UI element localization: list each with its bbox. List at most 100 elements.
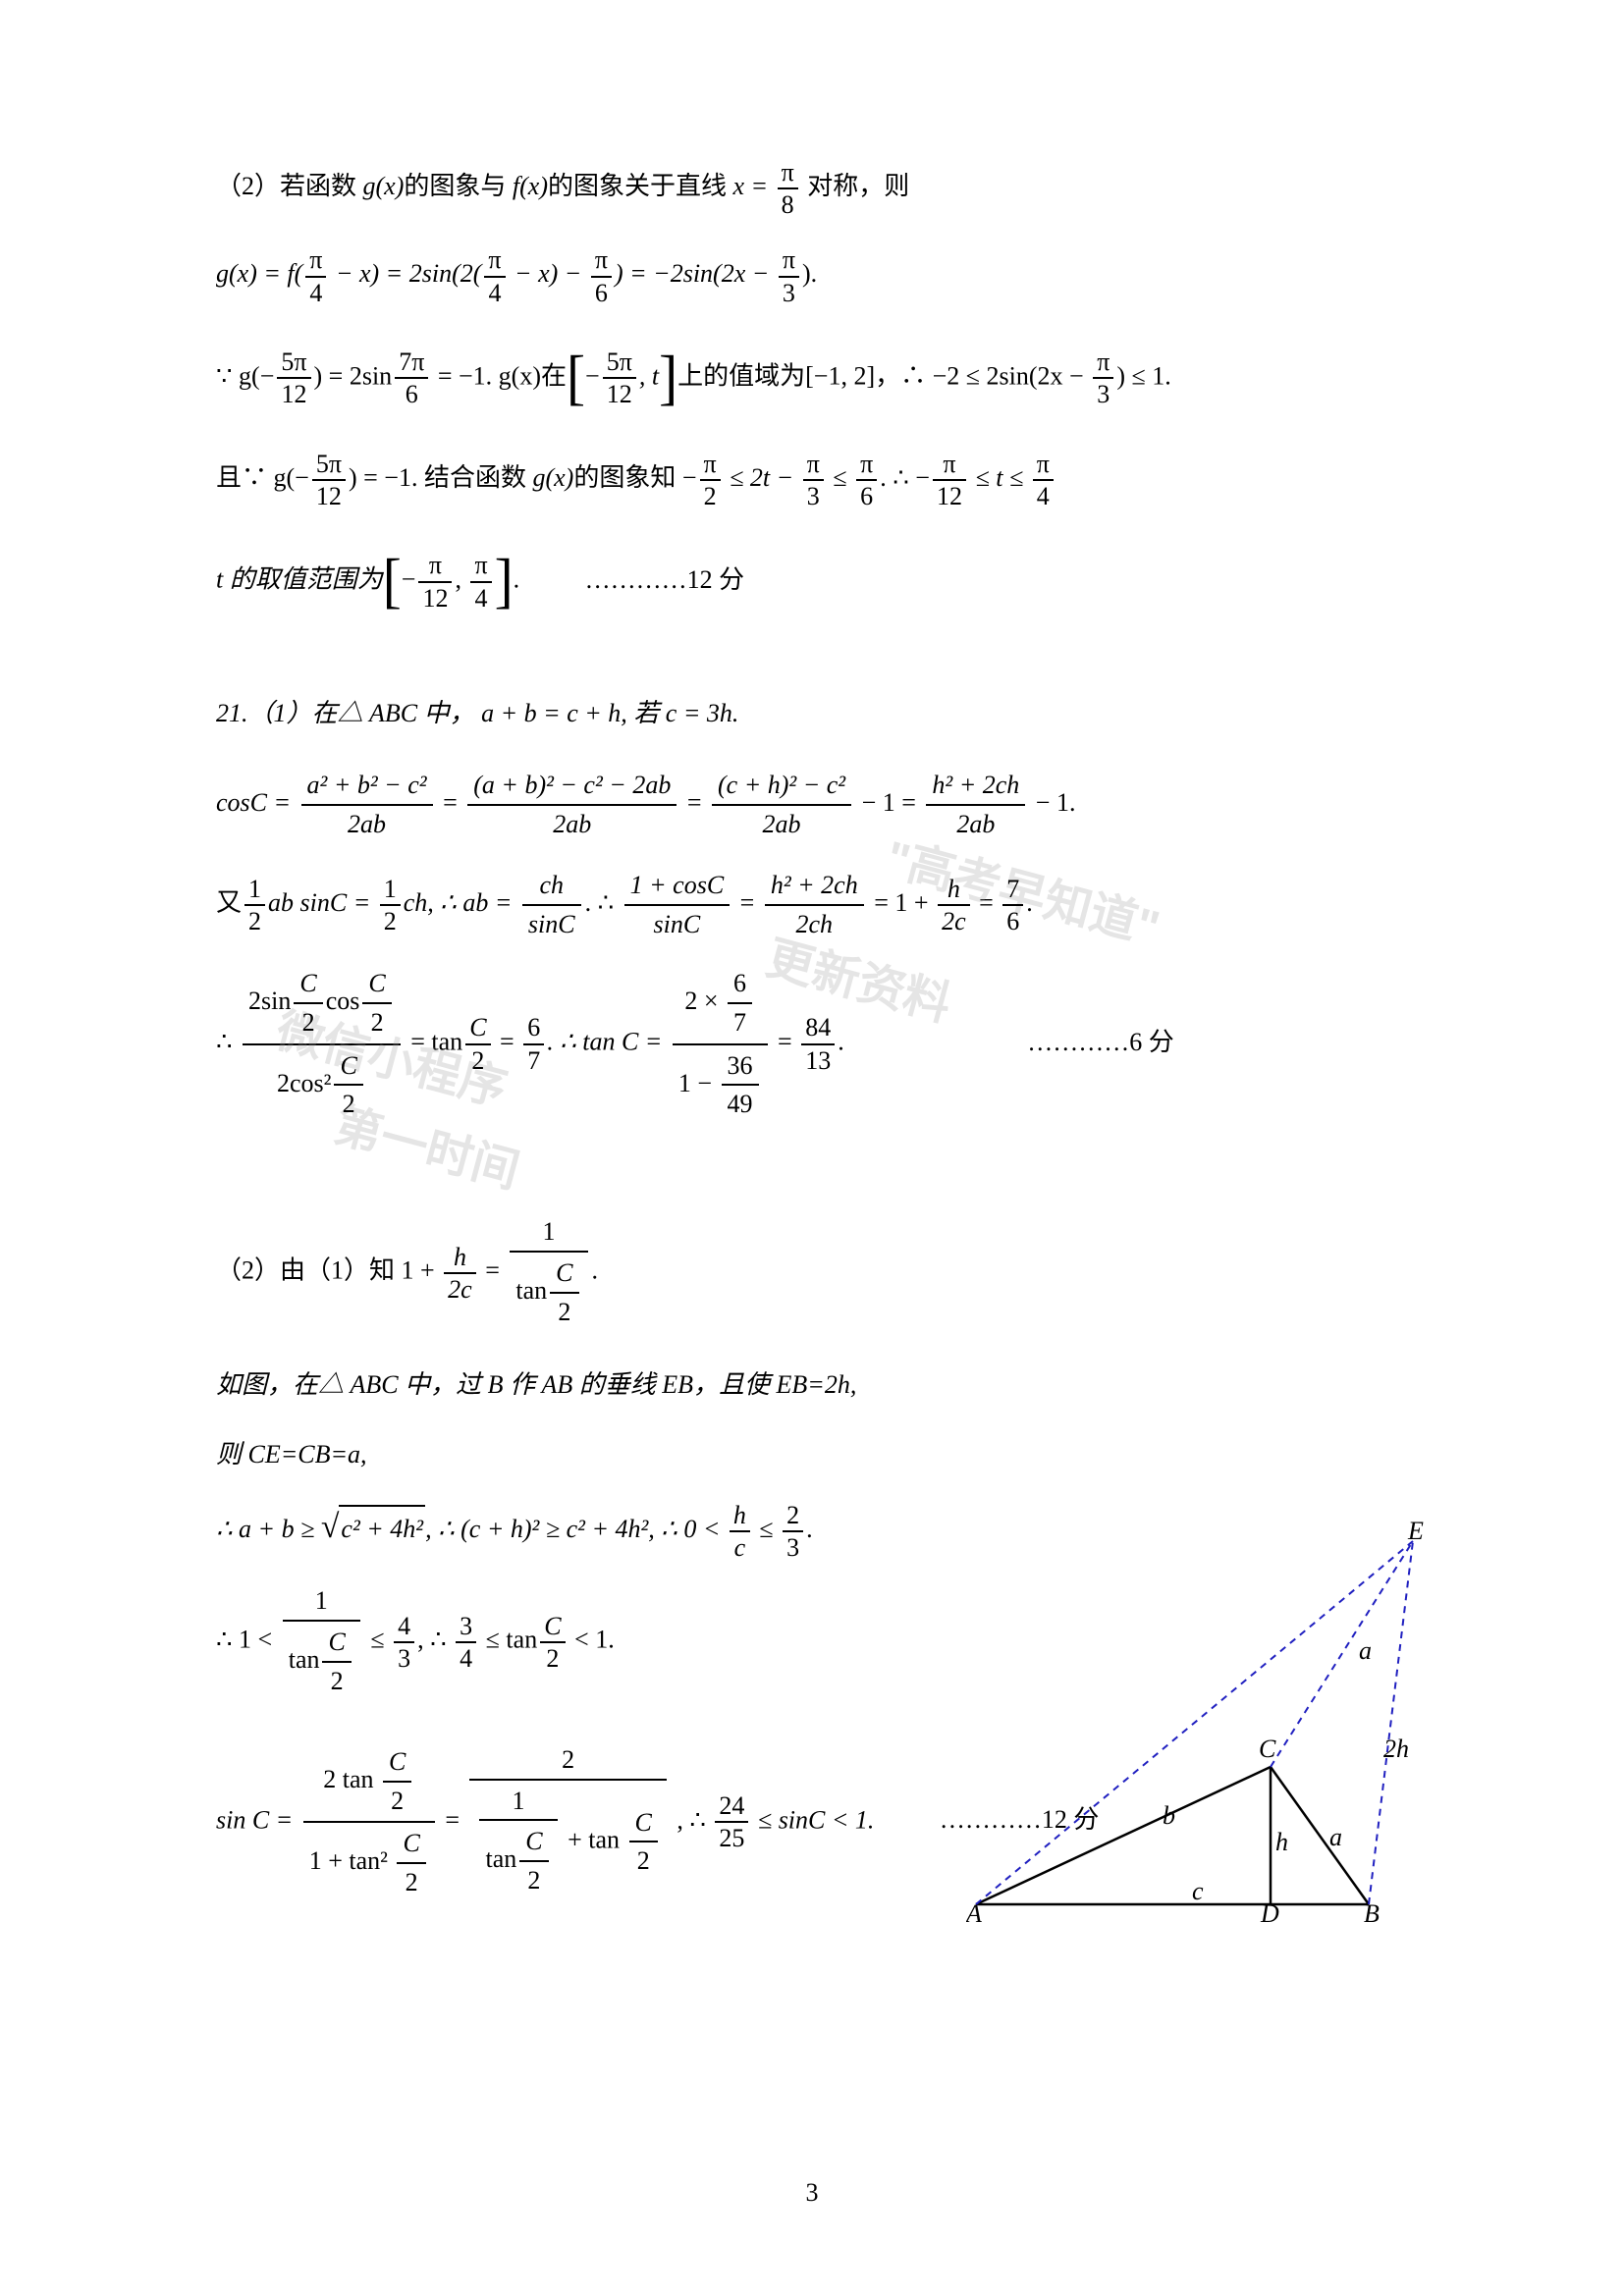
frac-den: 6 <box>856 481 877 511</box>
frac-den: 2 <box>629 1842 658 1880</box>
text: 对称，则 <box>801 172 910 200</box>
frac-num: 24 <box>715 1790 748 1823</box>
text: , <box>455 565 467 594</box>
frac-num: π <box>1093 347 1113 379</box>
q21-2-line3: 则 CE=CB=a, <box>216 1432 1001 1478</box>
text: . <box>1026 888 1033 917</box>
frac-den: 6 <box>591 278 612 308</box>
text: . <box>592 1256 599 1285</box>
text: ∴ <box>216 1028 239 1056</box>
frac-num: 5π <box>603 347 636 379</box>
diagram-label-a2: a <box>1359 1636 1372 1665</box>
text: − <box>402 565 416 594</box>
diagram-label-b: b <box>1163 1801 1175 1830</box>
text: g(x) = f( <box>216 260 302 289</box>
frac-num: π <box>803 449 824 481</box>
frac-den: 4 <box>456 1643 476 1674</box>
text: （2）由（1）知 1 + <box>216 1256 441 1285</box>
text: ∴ 1 < <box>216 1626 279 1654</box>
frac-num: C <box>465 1012 490 1044</box>
sqrt-icon <box>321 1498 340 1558</box>
text: 的图象知 − <box>573 463 696 492</box>
frac-den: 2 <box>362 1004 391 1041</box>
frac-den: 4 <box>1033 481 1054 511</box>
text: = <box>437 788 464 817</box>
score-text: …………6 分 <box>1027 1028 1174 1056</box>
frac-den: 6 <box>1002 906 1023 936</box>
text: < 1. <box>568 1626 615 1654</box>
frac-num: (c + h)² − c² <box>712 767 851 806</box>
text: . <box>838 1028 844 1056</box>
text: cos <box>326 987 360 1015</box>
frac-den: 8 <box>778 189 798 220</box>
frac-den: 12 <box>603 379 636 409</box>
q21-2-line4: ∴ a + b ≥ c² + 4h², ∴ (c + h)² ≥ c² + 4h… <box>216 1498 1001 1563</box>
text: , t <box>639 361 659 390</box>
text: − 1. <box>1029 788 1075 817</box>
text: sin C = <box>216 1805 299 1834</box>
triangle-diagram: A B C D E b a a c h 2h <box>966 1512 1428 1924</box>
frac-den: 4 <box>305 278 326 308</box>
text: , ∴ <box>671 1805 713 1834</box>
text: ) = −1. 结合函数 <box>349 463 533 492</box>
frac-den: 2 <box>540 1643 565 1674</box>
frac-den: 4 <box>484 278 505 308</box>
frac-den: 12 <box>312 481 346 511</box>
text: 的图象关于直线 <box>548 172 733 200</box>
frac-num: 6 <box>728 965 752 1004</box>
q21-2-line5: ∴ 1 < 1tanC2 ≤ 43, ∴ 34 ≤ tanC2 < 1. <box>216 1582 1001 1701</box>
text: − x) = 2sin(2( <box>329 260 481 289</box>
text: ≤ <box>827 463 853 492</box>
q21-2-line2: 如图，在△ ABC 中，过 B 作 AB 的垂线 EB，且使 EB=2h, <box>216 1362 1001 1409</box>
text: 上的值域为[−1, 2]，∴ −2 ≤ 2sin(2x − <box>677 361 1090 390</box>
text: 的图象与 <box>404 172 506 200</box>
diagram-label-B: B <box>1364 1899 1380 1924</box>
frac-den: 6 <box>395 379 428 409</box>
q20-2-line3: 且∵ g(−5π12) = −1. 结合函数 g(x)的图象知 −π2 ≤ 2t… <box>216 449 1408 511</box>
diagram-label-h: h <box>1275 1828 1288 1856</box>
frac-num: a² + b² − c² <box>301 767 433 806</box>
frac-num: C <box>294 965 322 1004</box>
frac-num: π <box>778 157 798 189</box>
text: cosC = <box>216 788 298 817</box>
text: ≤ t ≤ <box>969 463 1030 492</box>
text: = <box>973 888 1001 917</box>
frac-den: 2 <box>397 1864 425 1901</box>
text: 1 + tan² <box>309 1846 395 1875</box>
text: . <box>806 1515 813 1543</box>
frac-den: 2 <box>519 1862 548 1899</box>
frac-num: 3 <box>456 1611 476 1643</box>
frac-den: 3 <box>783 1532 803 1563</box>
frac-den: 12 <box>418 583 452 614</box>
frac-den: 2ab <box>712 806 851 843</box>
text: , ∴ <box>417 1626 453 1654</box>
frac-den: 3 <box>1093 379 1113 409</box>
text: g(x) <box>532 463 573 492</box>
text: ≤ 2t − <box>724 463 800 492</box>
frac-num: h <box>938 874 970 906</box>
text: g(x) <box>363 172 405 200</box>
diagram-label-A: A <box>966 1899 982 1924</box>
frac-num: 84 <box>801 1012 835 1044</box>
text: x = <box>733 172 775 200</box>
text: . ∴ <box>585 888 621 917</box>
text: 且∵ g(− <box>216 463 309 492</box>
text: tan <box>289 1645 320 1674</box>
text: 2 tan <box>323 1765 380 1793</box>
text: 2sin <box>248 987 291 1015</box>
frac-den: sinC <box>624 906 731 943</box>
frac-num: 1 <box>244 874 265 906</box>
frac-den: 2c <box>444 1274 476 1305</box>
q20-2-line4: t 的取值范围为[−π12, π4]. …………12 分 <box>216 531 1408 632</box>
frac-num: C <box>334 1047 362 1087</box>
text: ab sinC = <box>268 888 377 917</box>
frac-num: π <box>1033 449 1054 481</box>
frac-den: 12 <box>933 481 966 511</box>
diagram-label-C: C <box>1259 1735 1276 1763</box>
text: + tan <box>562 1825 626 1853</box>
frac-num: C <box>383 1743 411 1783</box>
text: = 1 + <box>868 888 935 917</box>
q21-1-line3: ∴ 2sinC2cosC22cos²C2 = tanC2 = 67. ∴ tan… <box>216 963 1408 1125</box>
frac-den: 49 <box>722 1086 759 1123</box>
frac-den: 7 <box>523 1045 544 1076</box>
